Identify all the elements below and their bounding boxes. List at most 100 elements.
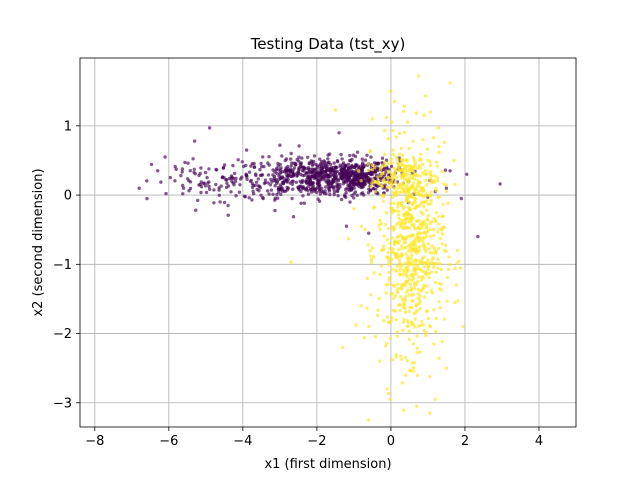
data-point [369, 155, 373, 159]
data-point [244, 173, 249, 177]
data-point [423, 168, 427, 173]
data-point [400, 381, 405, 385]
data-point [400, 357, 404, 362]
data-point [355, 193, 359, 197]
data-point [332, 161, 336, 165]
data-point [438, 306, 442, 310]
data-point [384, 158, 389, 162]
data-point [441, 202, 445, 207]
data-point [421, 323, 426, 327]
data-point [328, 179, 332, 183]
data-point [448, 169, 452, 173]
data-point [379, 248, 384, 252]
data-point [180, 170, 184, 174]
data-point [419, 192, 424, 197]
data-point [426, 258, 430, 262]
data-point [399, 201, 403, 206]
data-point [317, 189, 322, 193]
data-point [274, 177, 278, 182]
data-point [404, 183, 409, 188]
data-point [403, 283, 408, 288]
data-point [398, 308, 402, 313]
data-point [422, 188, 426, 193]
data-point [440, 228, 444, 232]
data-point [400, 284, 405, 288]
data-point [399, 295, 403, 299]
data-point [416, 245, 420, 250]
data-point [395, 264, 400, 268]
data-point [402, 213, 406, 218]
data-point [424, 172, 428, 176]
data-point [276, 187, 281, 191]
data-point [434, 270, 438, 274]
data-point [224, 185, 229, 190]
data-point [389, 89, 393, 93]
data-point [426, 214, 430, 218]
data-point [339, 152, 343, 157]
data-point [416, 232, 420, 237]
data-point [383, 128, 387, 133]
data-point [337, 131, 341, 135]
data-point [340, 157, 344, 161]
data-point [394, 268, 398, 273]
data-point [266, 181, 270, 185]
data-point [317, 174, 322, 178]
data-point [402, 205, 406, 209]
data-point [424, 249, 428, 253]
data-point [435, 261, 439, 266]
data-point [376, 162, 380, 166]
data-point [391, 128, 395, 133]
data-point [432, 308, 436, 312]
data-point [344, 224, 349, 228]
data-point [393, 180, 398, 184]
x-tick-label: 4 [535, 434, 543, 449]
data-point [278, 143, 282, 147]
data-point [447, 255, 451, 259]
data-point [277, 177, 281, 182]
data-point [420, 220, 424, 224]
data-point [394, 176, 399, 180]
data-point [389, 164, 394, 169]
data-point [366, 168, 371, 173]
data-point [418, 174, 422, 178]
data-point [307, 175, 311, 180]
data-point [373, 205, 377, 209]
data-point [388, 206, 393, 210]
data-point [291, 168, 295, 172]
data-point [366, 180, 371, 184]
data-point [301, 173, 305, 178]
data-point [399, 190, 403, 194]
data-point [415, 346, 419, 350]
data-point [399, 146, 403, 150]
data-point [275, 181, 279, 185]
data-point [336, 186, 340, 191]
data-point [356, 183, 360, 187]
data-point [312, 154, 317, 158]
data-point [459, 266, 463, 270]
data-point [237, 190, 242, 194]
data-point [406, 288, 410, 292]
data-point [316, 178, 321, 182]
data-point [420, 259, 424, 263]
data-point [444, 189, 449, 194]
data-point [413, 286, 417, 291]
y-tick-label: 1 [64, 119, 72, 134]
data-point [145, 196, 149, 201]
data-point [174, 167, 178, 171]
data-point [396, 290, 400, 295]
data-point [360, 168, 365, 172]
data-point [422, 328, 426, 333]
data-point [370, 246, 374, 250]
data-point [149, 162, 154, 167]
data-point [422, 255, 426, 259]
data-point [461, 324, 465, 329]
data-point [300, 156, 304, 160]
data-point [438, 262, 442, 266]
data-point [333, 108, 338, 112]
data-point [401, 158, 406, 163]
data-point [168, 175, 172, 180]
data-point [289, 164, 293, 168]
data-point [252, 192, 256, 196]
data-point [369, 257, 374, 262]
data-point [428, 169, 432, 174]
